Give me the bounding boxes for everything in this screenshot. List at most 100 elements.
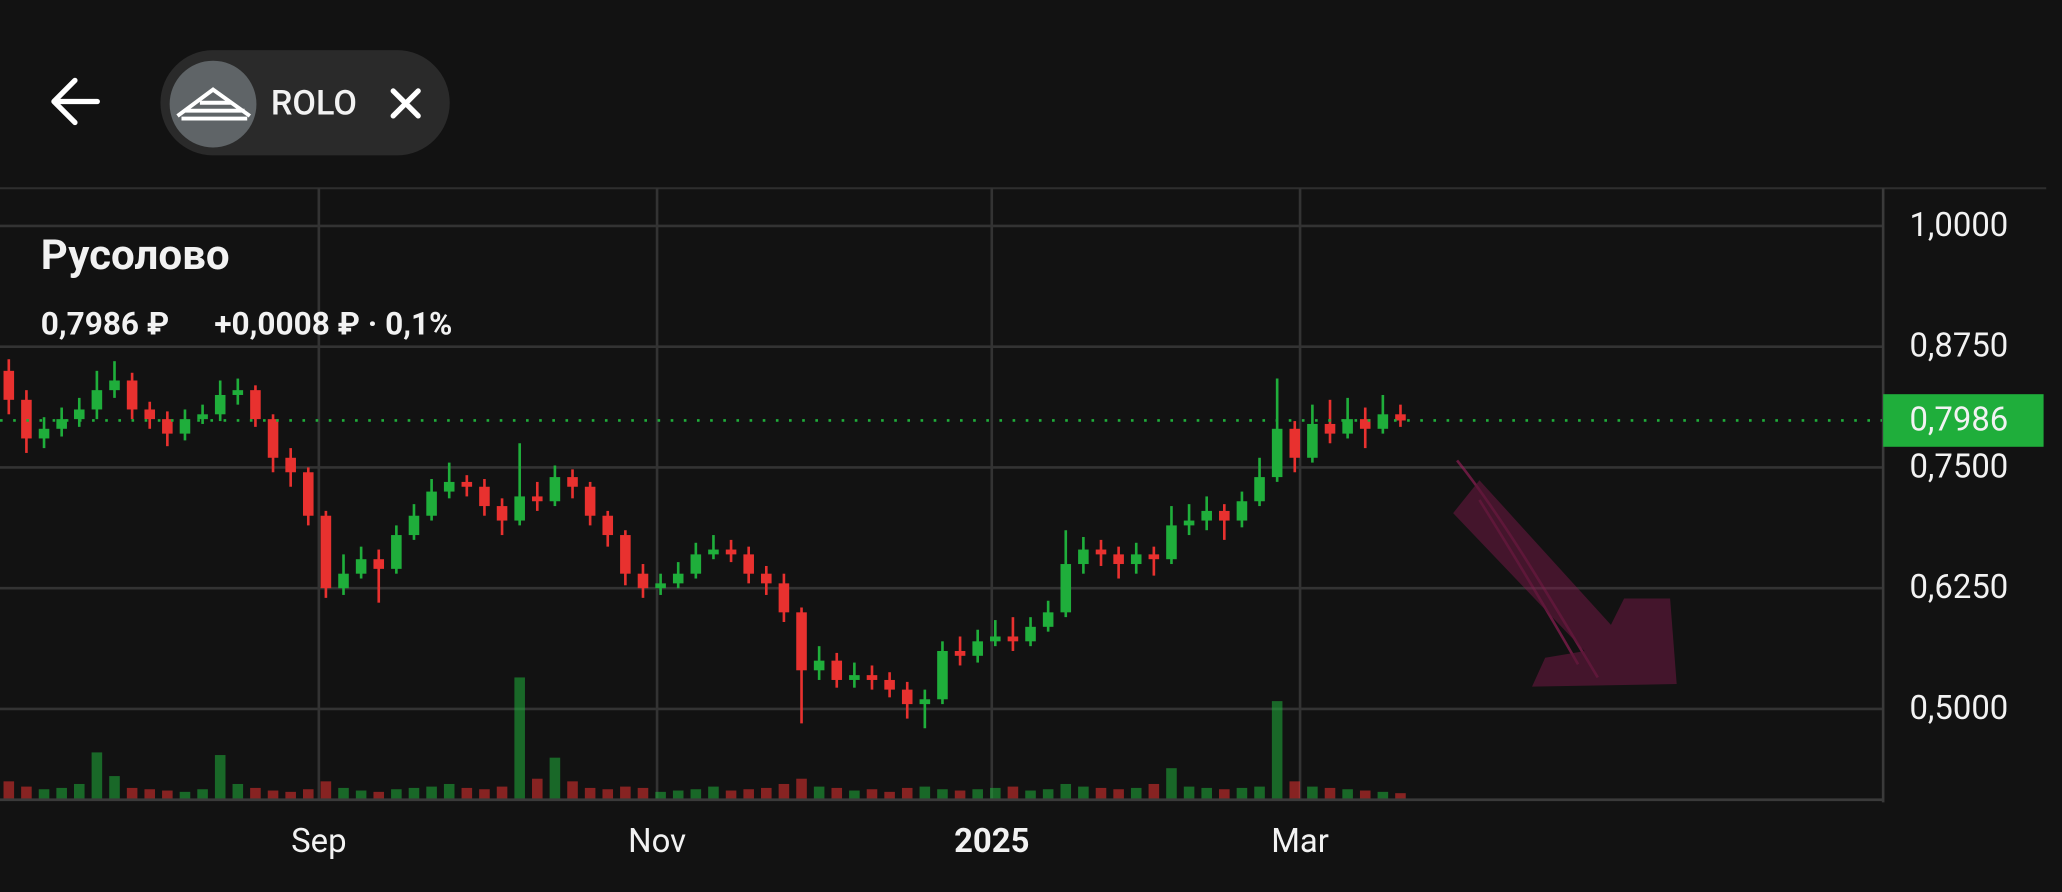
volume-bar: [743, 789, 754, 800]
candle-body: [1078, 549, 1089, 565]
ticker-chip[interactable]: ROLO: [160, 50, 450, 156]
volume-bar: [1148, 783, 1160, 800]
ticker-label: ROLO: [271, 83, 357, 123]
candle-body: [549, 477, 561, 502]
candle-body: [1307, 423, 1318, 458]
volume-bar: [232, 783, 244, 800]
candle-body: [3, 370, 15, 400]
instrument-name: Русолово: [41, 231, 230, 280]
logo-mark: [176, 87, 252, 121]
x-tick-label: Mar: [1271, 823, 1329, 861]
candle-body: [1042, 612, 1054, 627]
candle-body: [443, 481, 455, 492]
volume-bar: [126, 787, 138, 800]
volume-bar: [954, 790, 966, 800]
annotation-arrow-shape: [1453, 480, 1677, 687]
volume-bar: [990, 787, 1001, 800]
volume-bar: [479, 789, 490, 800]
candle-body: [514, 496, 525, 521]
volume-bar: [1095, 787, 1107, 800]
volume-bar: [690, 789, 702, 800]
volume-bar: [285, 791, 296, 800]
candle-body: [320, 515, 332, 589]
candle-body: [672, 573, 684, 584]
volume-bar: [584, 787, 596, 800]
volume-bar: [884, 791, 895, 800]
candle-body: [831, 660, 843, 680]
candle-body: [391, 535, 402, 569]
y-tick-label: 0,6250: [1909, 569, 2008, 607]
volume-bar: [1271, 701, 1283, 800]
back-arrow-icon: [51, 77, 100, 126]
candle-body: [1166, 525, 1177, 560]
volume-bar: [1078, 786, 1089, 800]
candle-body: [179, 419, 191, 434]
volume-bar: [320, 781, 332, 800]
candle-body: [479, 486, 490, 507]
volume-bar: [514, 677, 525, 800]
candle-body: [1007, 636, 1019, 642]
annotation-stroke: [1456, 459, 1599, 679]
candle-body: [144, 409, 156, 420]
volume-bar: [778, 783, 790, 800]
candle-body: [1395, 414, 1406, 421]
candle-body: [1060, 564, 1072, 613]
volume-bar: [250, 787, 261, 800]
candle-body: [567, 477, 578, 487]
y-tick-label: 0,5000: [1909, 690, 2008, 728]
volume-bar: [866, 789, 878, 800]
candle-body: [1219, 510, 1230, 521]
candle-body: [937, 650, 948, 700]
candle-body: [1324, 423, 1336, 434]
candle-body: [1095, 549, 1107, 555]
candle-body: [919, 699, 931, 705]
candle-body: [408, 515, 420, 536]
volume-bar: [197, 789, 208, 800]
volume-bar: [1254, 786, 1265, 800]
candle-body: [690, 554, 702, 574]
volume-bar: [1377, 791, 1389, 800]
volume-bar: [1359, 790, 1371, 800]
volume-bar: [109, 776, 120, 800]
volume-bar: [672, 790, 684, 800]
volume-bar: [602, 789, 614, 800]
candle-body: [126, 380, 138, 410]
candle-body: [267, 419, 279, 458]
current-price-tag: [1883, 394, 2044, 447]
candle-body: [109, 380, 120, 391]
chip-close-icon[interactable]: [390, 88, 421, 119]
volume-bar: [21, 786, 32, 800]
volume-bar: [567, 781, 578, 800]
volume-bar: [214, 755, 226, 800]
candle-body: [620, 535, 631, 574]
volume-bar: [1395, 793, 1406, 800]
volume-bar: [355, 790, 367, 800]
volume-bar: [338, 787, 349, 800]
x-tick-label: Nov: [628, 823, 686, 861]
volume-bar: [91, 752, 103, 800]
volume-bar: [1060, 783, 1072, 800]
candle-body: [461, 481, 473, 487]
volume-bar: [1007, 786, 1019, 800]
volume-bar: [3, 781, 15, 800]
volume-bar: [919, 786, 931, 800]
price-change: +0,0008 ₽ · 0,1%: [214, 306, 452, 343]
volume-bar: [408, 787, 420, 800]
volume-bar: [1307, 786, 1318, 800]
candle-body: [954, 650, 966, 656]
candle-body: [197, 414, 208, 420]
volume-bar: [73, 783, 85, 800]
back-button[interactable]: [51, 77, 100, 126]
volume-bar: [1183, 786, 1195, 800]
volume-bar: [937, 789, 948, 800]
volume-bar: [1113, 789, 1124, 800]
candle-body: [1025, 626, 1036, 642]
candle-body: [338, 573, 349, 589]
volume-bar: [849, 790, 860, 800]
candle-body: [56, 419, 67, 429]
candle-body: [990, 636, 1001, 642]
candle-body: [426, 491, 437, 516]
candle-body: [496, 506, 508, 521]
volume-bar: [1289, 781, 1301, 800]
